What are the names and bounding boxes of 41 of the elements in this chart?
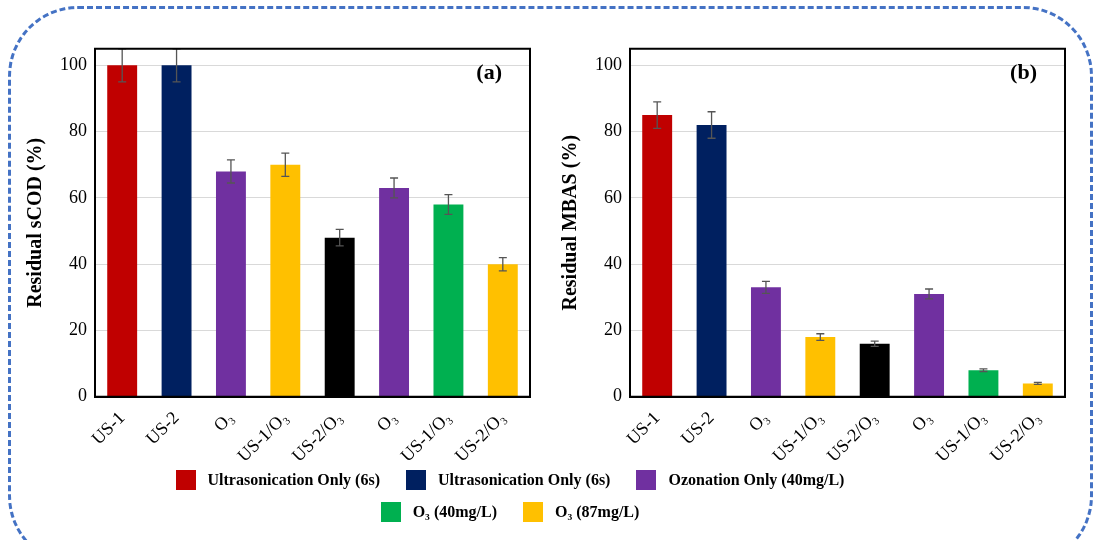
bar [696,125,727,397]
bar [1022,383,1053,397]
bar [107,65,138,397]
legend-label: Ozonation Only (40mg/L) [668,471,845,489]
legend-label: O₃ (87mg/L) [555,503,640,521]
y-tick-label: 0 [613,385,622,406]
bar [215,171,246,397]
y-tick-label: 40 [69,252,87,273]
y-tick-label: 100 [595,54,622,75]
x-tick-label: O₃ [372,407,401,436]
bar [379,187,410,397]
annotation: (b) [1010,59,1037,85]
bar [968,370,999,397]
y-axis-title: Residual MBAS (%) [558,134,582,311]
bar [270,164,301,397]
bar [433,204,464,397]
x-tick-label: US-1 [622,407,664,449]
y-tick-label: 60 [69,186,87,207]
legend-label: Ultrasonication Only (6s) [437,471,611,489]
y-axis-title: Residual sCOD (%) [23,137,47,308]
y-tick-label: 0 [78,385,87,406]
bar [914,293,945,397]
y-tick-label: 60 [604,186,622,207]
legend-label: Ultrasonication Only (6s) [207,471,380,489]
x-tick-label: US-1 [87,407,129,449]
bar [487,264,518,397]
annotation: (a) [476,59,502,85]
legend-label: O₃ (40mg/L) [412,503,497,521]
bar [805,337,836,397]
y-tick-label: 100 [60,54,87,75]
y-tick-label: 80 [69,120,87,141]
x-tick-label: O₃ [209,407,238,436]
y-tick-label: 80 [604,120,622,141]
bar [750,287,781,397]
x-tick-label: O₃ [744,407,773,436]
y-tick-label: 20 [69,319,87,340]
y-tick-label: 40 [604,252,622,273]
bar [642,115,673,397]
y-tick-label: 20 [604,319,622,340]
x-tick-label: O₃ [907,407,936,436]
bar [161,65,192,397]
